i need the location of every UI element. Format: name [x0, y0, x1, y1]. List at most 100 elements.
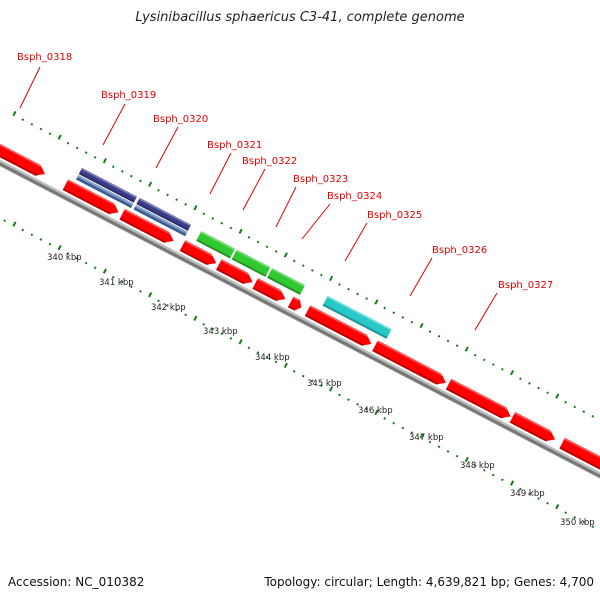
kbp-label: 341 kbp — [99, 278, 134, 288]
tick — [66, 252, 70, 256]
tick — [120, 170, 124, 173]
callout-leader — [155, 126, 179, 169]
tick — [401, 316, 405, 319]
tick — [93, 155, 97, 159]
cds-arrow — [216, 259, 253, 285]
tick — [573, 516, 577, 519]
cds-arrow — [287, 296, 302, 311]
callout-leader — [344, 222, 368, 262]
tick — [455, 454, 459, 458]
tick — [48, 132, 52, 136]
tick — [383, 417, 387, 420]
callout-leader — [301, 203, 331, 240]
tick — [12, 221, 17, 227]
gene-label: Bsph_0318 — [17, 52, 72, 63]
tick — [75, 257, 79, 260]
callout-leader — [409, 257, 433, 297]
inner-tick-ruler — [3, 219, 595, 529]
tick — [57, 244, 62, 251]
gene-label: Bsph_0327 — [498, 280, 553, 291]
map-title: Lysinibacillus sphaericus C3-41, complet… — [135, 10, 465, 25]
tick — [519, 377, 522, 381]
tick — [564, 400, 568, 404]
tick — [274, 250, 278, 253]
tick — [392, 311, 396, 315]
tick — [102, 158, 107, 164]
tick — [555, 503, 560, 510]
feature-block-purple — [136, 197, 192, 231]
callout-leader — [19, 66, 41, 109]
gene-label: Bsph_0319 — [101, 90, 156, 101]
tick — [510, 369, 515, 376]
tick — [347, 287, 350, 291]
tick — [283, 362, 288, 369]
tick — [211, 217, 215, 220]
tick — [374, 409, 379, 416]
tick — [301, 264, 305, 267]
tick — [455, 344, 459, 348]
callout-leader — [209, 152, 232, 195]
tick — [93, 266, 97, 270]
tick — [310, 379, 314, 383]
tick — [537, 497, 540, 500]
tick — [519, 487, 522, 491]
tick — [464, 456, 469, 463]
gene-callouts: Bsph_0318 Bsph_0319 Bsph_0320 Bsph_0321 Bsph… — [17, 52, 553, 331]
tick — [247, 236, 251, 239]
tick — [500, 367, 504, 371]
tick — [48, 242, 52, 246]
tick — [401, 426, 405, 430]
tick — [491, 363, 495, 366]
tick — [564, 511, 567, 515]
tick — [39, 238, 43, 241]
tick — [57, 134, 62, 140]
topology-summary: Topology: circular; Length: 4,639,821 bp… — [264, 575, 594, 589]
tick — [437, 334, 441, 338]
tick — [310, 268, 314, 272]
feature-block-blue — [133, 205, 188, 237]
tick — [356, 403, 359, 406]
tick — [102, 268, 107, 274]
tick — [175, 198, 178, 202]
tick — [500, 478, 504, 482]
tick — [591, 414, 595, 418]
tick — [184, 203, 188, 206]
tick — [202, 322, 206, 326]
callout-leader — [275, 186, 297, 228]
tick — [229, 337, 233, 340]
tick — [66, 141, 70, 145]
kbp-label: 340 kbp — [47, 253, 82, 263]
cds-arrow — [304, 305, 372, 347]
tick — [473, 464, 477, 467]
tick — [111, 165, 115, 169]
backbone-line — [0, 162, 600, 479]
kbp-label: 348 kbp — [460, 461, 495, 471]
tick — [39, 127, 43, 131]
tick — [329, 386, 334, 392]
tick — [428, 330, 432, 333]
cds-arrow — [119, 208, 174, 244]
tick — [338, 393, 341, 397]
tick — [84, 261, 88, 265]
gene-label: Bsph_0322 — [242, 156, 297, 167]
tick — [21, 118, 25, 121]
feature-block-purple — [78, 167, 137, 203]
tick — [184, 313, 187, 317]
tick — [157, 299, 160, 303]
tick — [537, 386, 540, 390]
feature-block-blue — [75, 175, 134, 209]
tick — [148, 181, 153, 187]
tick — [139, 289, 142, 293]
tick — [546, 391, 549, 395]
gene-label: Bsph_0324 — [327, 191, 382, 202]
tick — [193, 315, 198, 321]
gene-label: Bsph_0320 — [153, 114, 208, 125]
kbp-label: 350 kbp — [560, 518, 595, 528]
feature-block-green — [231, 249, 271, 277]
tick — [256, 351, 260, 354]
tick — [265, 355, 269, 359]
tick — [166, 304, 169, 307]
cds-arrow — [62, 179, 119, 215]
tick — [347, 398, 350, 402]
callout-leader — [102, 103, 126, 146]
